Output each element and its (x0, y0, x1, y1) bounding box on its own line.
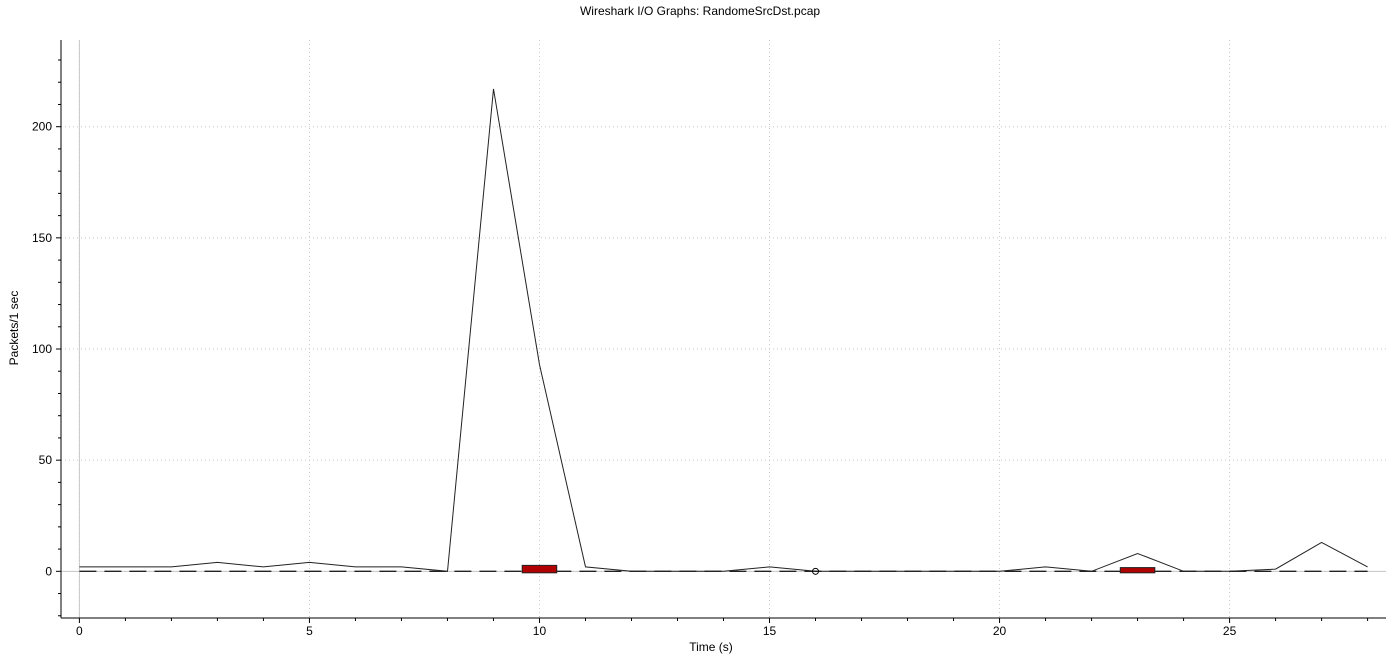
series-bar (1119, 567, 1156, 574)
x-tick-label: 20 (993, 624, 1007, 638)
y-tick-label: 100 (32, 342, 52, 356)
y-tick-label: 50 (39, 453, 53, 467)
series-point (812, 567, 820, 575)
x-tick-label: 15 (763, 624, 777, 638)
chart-title: Wireshark I/O Graphs: RandomeSrcDst.pcap (579, 4, 821, 18)
data-marks (79, 88, 1368, 575)
series-line-1 (79, 88, 1368, 572)
series-bar (521, 564, 558, 574)
x-tick-label: 25 (1223, 624, 1237, 638)
x-tick-label: 5 (306, 624, 313, 638)
x-tick-label: 10 (533, 624, 547, 638)
y-tick-label: 150 (32, 231, 52, 245)
y-tick-label: 0 (45, 564, 52, 578)
y-tick-label: 200 (32, 120, 52, 134)
x-axis-label: Time (s) (689, 640, 733, 654)
axes: 0 5 10 15 20 25 0 50 100 150 200 (32, 40, 1386, 638)
x-tick-label: 0 (76, 624, 83, 638)
grid-lines (61, 40, 1386, 618)
